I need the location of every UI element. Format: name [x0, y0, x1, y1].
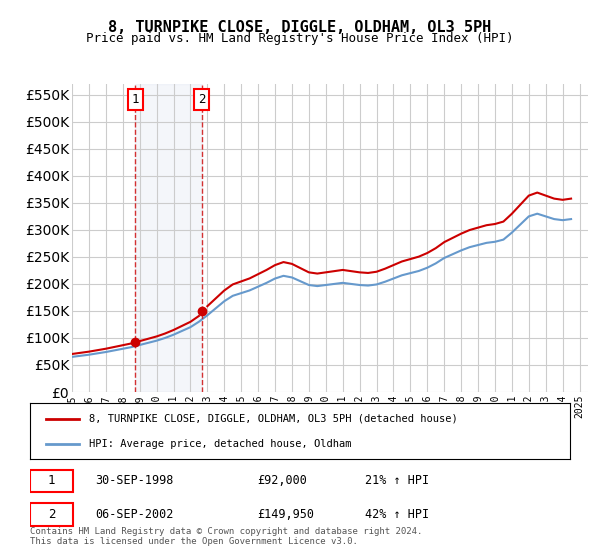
Text: 06-SEP-2002: 06-SEP-2002 [95, 508, 173, 521]
Bar [136, 84, 202, 392]
Text: 2: 2 [198, 93, 206, 106]
Text: 1: 1 [48, 474, 55, 487]
Text: 8, TURNPIKE CLOSE, DIGGLE, OLDHAM, OL3 5PH (detached house): 8, TURNPIKE CLOSE, DIGGLE, OLDHAM, OL3 5… [89, 414, 458, 424]
FancyBboxPatch shape [30, 469, 73, 492]
Text: 30-SEP-1998: 30-SEP-1998 [95, 474, 173, 487]
Text: £149,950: £149,950 [257, 508, 314, 521]
Text: Contains HM Land Registry data © Crown copyright and database right 2024.
This d: Contains HM Land Registry data © Crown c… [30, 526, 422, 546]
Text: 8, TURNPIKE CLOSE, DIGGLE, OLDHAM, OL3 5PH: 8, TURNPIKE CLOSE, DIGGLE, OLDHAM, OL3 5… [109, 20, 491, 35]
Text: Price paid vs. HM Land Registry's House Price Index (HPI): Price paid vs. HM Land Registry's House … [86, 32, 514, 45]
Text: 42% ↑ HPI: 42% ↑ HPI [365, 508, 429, 521]
Text: £92,000: £92,000 [257, 474, 307, 487]
Text: 1: 1 [131, 93, 139, 106]
Text: 21% ↑ HPI: 21% ↑ HPI [365, 474, 429, 487]
Text: HPI: Average price, detached house, Oldham: HPI: Average price, detached house, Oldh… [89, 438, 352, 449]
FancyBboxPatch shape [30, 503, 73, 526]
Text: 2: 2 [48, 508, 55, 521]
